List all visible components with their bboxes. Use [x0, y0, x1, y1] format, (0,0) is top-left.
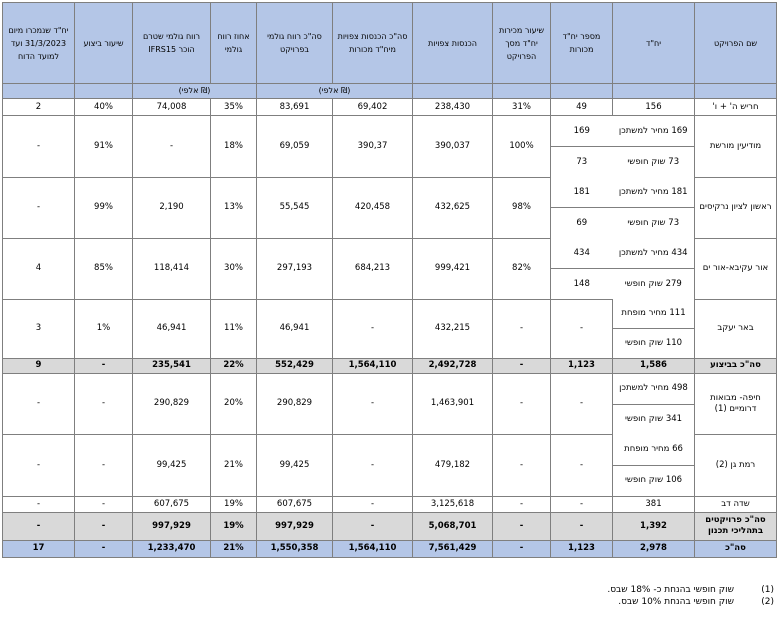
project-name: מודיעין מורשת — [694, 115, 777, 178]
project-name: חריש ה' + ו' — [694, 98, 777, 116]
units-label-left: (אלפי ₪) — [132, 83, 257, 99]
header-total-gross-profit: סה"כ רווח גולמי בפרויקט — [256, 2, 333, 84]
header-execution-rate: שיעור ביצוע — [74, 2, 133, 84]
header-expected-revenue-sold: סה"כ הכנסות צפויות מיח"ד מכורות — [332, 2, 413, 84]
header-unrecognized-profit: רווח גולמי שטרם הוכר IFRS15 — [132, 2, 211, 84]
table-row: - 99% 2,190 13% 55,545 420,458 432,625 9… — [2, 176, 777, 239]
header-expected-revenue: הכנסות צפויות — [412, 2, 493, 84]
footnote: (1) שוק חופשי בהנחת כ- 18% שבס. — [607, 585, 774, 595]
project-name: באר יעקב — [694, 299, 777, 359]
subtotal-row-planning: - - 997,929 19% 997,929 - 5,068,701 - - … — [2, 511, 777, 541]
grand-total-row: 17 - 1,233,470 21% 1,550,358 1,564,110 7… — [2, 539, 777, 558]
footnotes: (1) שוק חופשי בהנחת כ- 18% שבס. (2) שוק … — [14, 584, 774, 608]
subtotal-row-construction: 9 - 235,541 22% 552,429 1,564,110 2,492,… — [2, 357, 777, 374]
header-units-sold-since: יח"ד שנמכרו מיום 31/3/2023 ועד למועד הדו… — [2, 2, 75, 84]
table-row: - - 290,829 20% 290,829 - 1,463,901 - - … — [2, 372, 777, 435]
project-name: אור עקיבא-אור ים — [694, 237, 777, 300]
header-units: יח"ד — [612, 2, 695, 84]
units-row: (אלפי ₪) (אלפי ₪) — [2, 83, 777, 99]
header-gross-margin: אחוז רווח גולמי — [210, 2, 257, 84]
units-label-right: (אלפי ₪) — [256, 83, 413, 99]
footnote: (2) שוק חופשי בהנחת 10% שבס. — [618, 597, 774, 607]
table-row: 4 85% 118,414 30% 297,193 684,213 999,42… — [2, 237, 777, 300]
table-row: - 91% - 18% 69,059 390,37 390,037 100% 1… — [2, 115, 777, 178]
table-row: - - 99,425 21% 99,425 - 479,182 - - 66 מ… — [2, 434, 777, 497]
table-row: - - 607,675 19% 607,675 - 3,125,618 - - … — [2, 495, 777, 513]
table-row: 3 1% 46,941 11% 46,941 - 432,215 - - 111… — [2, 299, 777, 359]
project-name: חיפה- מבואות דרומיים (1) — [694, 372, 777, 435]
project-name: רמת גן (2) — [694, 434, 777, 497]
header-sales-rate: שיעור מכירות יח"ד מסך הפרויקט — [492, 2, 551, 84]
project-name: ראשון לציון נרקיסים — [694, 176, 777, 239]
header-units-sold: מספר יח"ד מכורות — [550, 2, 613, 84]
project-name: שדה דב — [694, 495, 777, 513]
header-row: יח"ד שנמכרו מיום 31/3/2023 ועד למועד הדו… — [2, 2, 777, 84]
table-row: 2 40% 74,008 35% 83,691 69,402 238,430 3… — [2, 98, 777, 116]
header-project-name: שם הפרויקט — [694, 2, 777, 84]
projects-table: יח"ד שנמכרו מיום 31/3/2023 ועד למועד הדו… — [2, 2, 777, 558]
